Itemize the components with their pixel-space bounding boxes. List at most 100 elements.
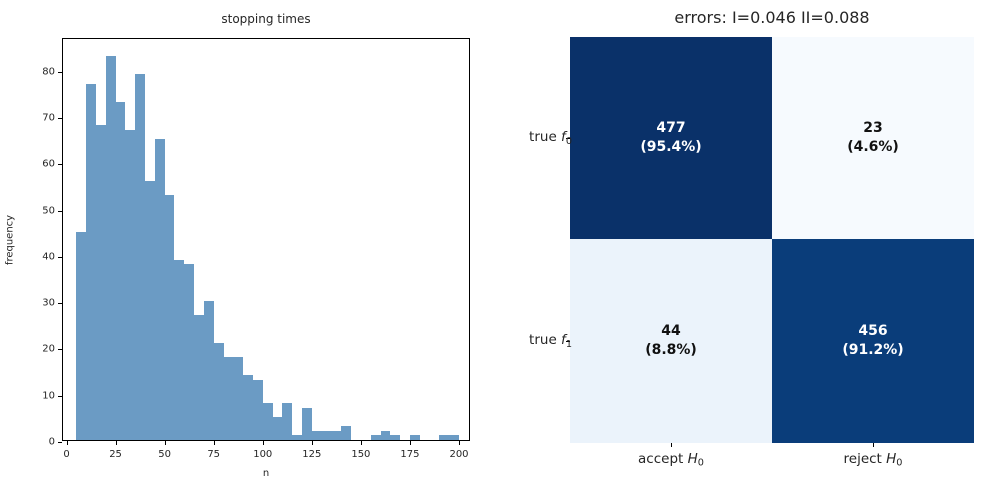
cell-count: 477 [656,120,686,137]
x-axis-tick-label: 175 [400,449,420,460]
x-axis-tick [164,441,166,445]
histogram-x-axis-label: n [262,468,270,479]
histogram-title: stopping times [221,12,311,26]
confusion-matrix-grid: 477 (95.4%) 23 (4.6%) 44 (8.8%) 456 (91.… [570,37,974,443]
histogram-bar [86,83,96,440]
col-label-symbol: H [886,451,897,467]
cell-percent: (4.6%) [847,139,899,155]
histogram-bar [164,194,175,440]
histogram-bar [341,426,352,440]
cell-true-f1-reject: 456 (91.2%) [772,239,974,443]
y-axis-tick-label: 40 [42,251,55,263]
y-axis-tick-label: 80 [42,66,55,78]
col-label-accept-h0: accept H0 [570,451,772,469]
col-label-symbol: H [687,451,698,467]
col-label-text: reject [843,451,887,467]
histogram-bar [95,125,106,440]
histogram-bar [135,74,145,440]
x-axis-tick-label: 200 [449,449,469,460]
row-tick-true-f0 [566,138,570,139]
row-label-true-f0: true f0 [452,129,572,147]
y-axis-tick [58,71,62,73]
x-axis-tick-label: 25 [109,449,122,460]
y-axis-tick [58,395,62,397]
x-axis-tick [360,441,362,445]
histogram-bar [449,435,459,440]
row-label-true-f1: true f1 [452,332,572,350]
histogram-panel: stopping times 0 25 50 75 100 125 150 175 200 0 10… [4,12,470,479]
histogram-bar [380,430,391,440]
y-axis-tick [58,442,62,443]
y-axis-tick-label: 50 [42,205,55,217]
y-axis-tick [58,210,62,212]
row-label-symbol: f [561,332,566,349]
y-axis-tick [58,349,62,351]
histogram-bar [76,231,87,440]
y-axis-tick [58,256,62,258]
cell-true-f1-accept: 44 (8.8%) [570,239,772,443]
histogram-bar [115,102,126,440]
x-axis-tick [115,441,117,445]
histogram-bar [331,430,342,440]
col-tick-accept [671,443,672,447]
cell-percent: (95.4%) [640,139,702,155]
y-axis-tick [58,303,62,305]
cell-count: 44 [661,323,681,340]
histogram-bar [233,356,244,440]
y-axis-tick-label: 20 [42,343,55,355]
histogram-bar [184,264,195,440]
row-label-subscript: 1 [565,338,572,350]
histogram-bar [243,375,253,440]
cell-percent: (8.8%) [645,342,697,358]
x-axis-tick-label: 0 [63,449,70,460]
x-axis-tick-label: 150 [351,449,371,460]
histogram-bar [105,55,116,440]
col-label-text: accept [638,451,688,467]
cell-true-f0-accept: 477 (95.4%) [570,37,772,239]
col-label-subscript: 0 [697,457,704,469]
y-axis-tick-label: 70 [42,112,55,124]
histogram-bar [292,435,302,440]
histogram-plot-area: 0 25 50 75 100 125 150 175 200 0 10 20 30 40 50 60 70 80 [42,38,470,460]
col-label-subscript: 0 [896,457,903,469]
histogram-bar [223,356,234,440]
histogram-y-axis-label: frequency [4,214,16,266]
histogram-bar [125,129,136,440]
x-axis-tick [213,441,215,445]
confusion-matrix-panel: errors: I=0.046 II=0.088 477 (95.4%) 23 … [492,0,984,496]
y-axis-tick [58,117,62,119]
y-axis-tick [58,164,62,166]
col-label-reject-h0: reject H0 [772,451,974,469]
y-axis-tick-label: 10 [42,390,55,402]
x-axis-tick [262,441,264,445]
histogram-bar [311,430,322,440]
row-label-symbol: f [561,129,566,146]
histogram-bar [154,139,165,440]
histogram-bar [302,407,312,440]
histogram-bar [203,301,214,440]
histogram-bar [262,403,273,440]
cell-percent: (91.2%) [842,342,904,358]
x-axis-tick [459,441,460,445]
histogram-bar [252,379,263,440]
row-label-text: true [529,129,562,146]
row-label-subscript: 0 [565,135,572,147]
x-axis-tick-label: 50 [158,449,171,460]
histogram-bar [390,435,401,440]
histogram-bar [321,430,332,440]
x-axis-tick [66,441,68,445]
cell-count: 456 [858,323,888,340]
col-tick-reject [873,443,874,447]
x-axis-tick [409,441,411,445]
histogram-bar [272,416,283,440]
histogram-bar [282,403,293,440]
histogram-bar [145,180,155,440]
x-axis-tick-label: 100 [253,449,273,460]
x-axis-tick-label: 75 [207,449,221,460]
histogram-bar [370,435,381,440]
cell-count: 23 [863,120,883,137]
y-axis-tick-label: 30 [42,297,55,309]
y-axis-tick-label: 0 [48,436,55,448]
row-label-text: true [529,332,562,349]
